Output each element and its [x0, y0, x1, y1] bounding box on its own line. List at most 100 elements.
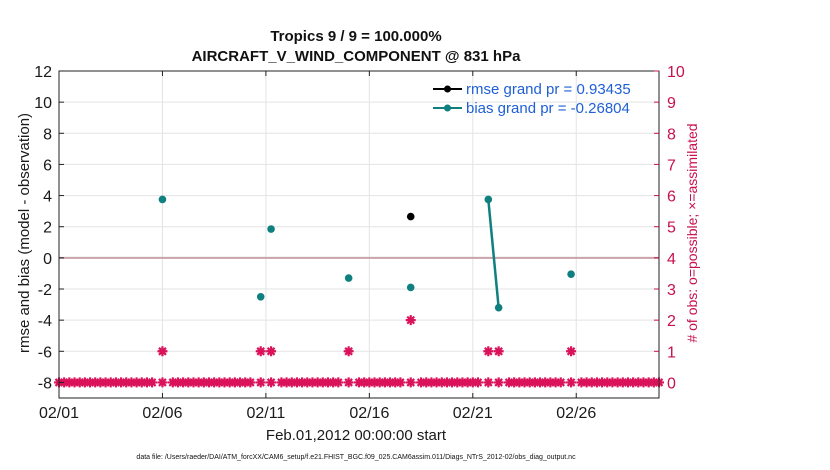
obs-zero-marker [141, 377, 152, 388]
obs-zero-marker [576, 377, 587, 388]
obs-zero-marker [188, 377, 199, 388]
obs-zero-marker [354, 377, 364, 388]
y2-tick-label: 4 [667, 251, 676, 268]
obs-zero-marker [535, 377, 546, 388]
y-axis-ticks: -8 -6 -4 -2 0 2 4 6 8 10 12 [34, 64, 64, 392]
obs-zero-marker [224, 377, 235, 388]
obs-zero-marker [255, 377, 266, 388]
obs-zero-marker [64, 377, 75, 388]
obs-zero-marker [307, 377, 318, 388]
obs-zero-marker [612, 377, 623, 388]
obs-zero-marker [648, 377, 659, 388]
obs-count-marker [343, 346, 354, 357]
obs-zero-marker [79, 377, 90, 388]
obs-zero-marker [276, 377, 287, 388]
obs-zero-marker [545, 377, 556, 388]
obs-zero-marker [317, 377, 328, 388]
legend-rmse-marker [444, 85, 451, 93]
obs-zero-marker [421, 377, 432, 388]
x-tick-label: 02/06 [142, 405, 182, 422]
obs-zero-marker [69, 377, 80, 388]
obs-zero-marker [514, 377, 525, 388]
obs-count-marker [493, 346, 504, 357]
obs-zero-marker [235, 377, 246, 388]
footnote: data file: /Users/raeder/DAI/ATM_forcXX/… [136, 454, 576, 461]
obs-zero-marker [178, 377, 189, 388]
obs-zero-marker [100, 377, 111, 388]
obs-zero-marker [214, 377, 225, 388]
obs-zero-marker [628, 377, 639, 388]
obs-zero-marker [110, 377, 121, 388]
obs-zero-marker [105, 377, 116, 388]
obs-zero-marker [550, 377, 561, 388]
y-tick-label: 10 [34, 95, 52, 112]
bias-point [158, 195, 167, 204]
obs-zero-marker [509, 377, 520, 388]
obs-zero-marker [322, 377, 333, 388]
obs-zero-marker [85, 377, 96, 388]
obs-zero-marker [291, 377, 302, 388]
x-tick-label: 02/11 [246, 405, 285, 422]
y-tick-label: -6 [38, 344, 52, 361]
y2-tick-label: 1 [667, 344, 676, 361]
obs-zero-marker [121, 377, 132, 388]
obs-zero-marker [519, 377, 530, 388]
bias-point [484, 195, 493, 204]
obs-zero-marker [131, 377, 142, 388]
y-tick-label: -8 [38, 375, 52, 392]
obs-zero-marker [504, 377, 514, 388]
obs-zero-marker [59, 377, 70, 388]
y-tick-label: 6 [43, 157, 52, 174]
obs-zero-marker [447, 377, 458, 388]
obs-zero-marker [467, 377, 478, 388]
obs-zero-marker [597, 377, 608, 388]
bias-connector-lines [487, 199, 500, 308]
obs-zero-marker [431, 377, 442, 388]
obs-count-markers [54, 315, 664, 388]
y2-tick-label: 9 [667, 95, 676, 112]
legend-bias-label: bias grand pr = -0.26804 [466, 100, 630, 117]
obs-zero-marker [95, 377, 106, 388]
obs-zero-marker [385, 377, 396, 388]
obs-zero-marker [364, 377, 375, 388]
obs-zero-marker [343, 377, 354, 388]
obs-zero-marker [219, 377, 230, 388]
obs-zero-marker [472, 377, 483, 388]
rmse-point [406, 212, 415, 221]
obs-count-marker [483, 346, 494, 357]
obs-zero-marker [591, 377, 602, 388]
y2-tick-label: 5 [667, 220, 676, 237]
obs-zero-marker [436, 377, 447, 388]
chart-subtitle: AIRCRAFT_V_WIND_COMPONENT @ 831 hPa [192, 48, 522, 65]
bias-point [406, 283, 415, 292]
x-tick-label: 02/26 [556, 405, 596, 422]
obs-count-marker [255, 346, 266, 357]
y-tick-label: 8 [43, 126, 52, 143]
y2-axis-ticks: 0 1 2 3 4 5 6 7 8 9 10 [654, 64, 685, 392]
obs-zero-marker [116, 377, 127, 388]
bias-connector [487, 199, 500, 308]
y2-tick-label: 6 [667, 189, 676, 206]
obs-zero-marker [441, 377, 452, 388]
obs-zero-marker [581, 377, 592, 388]
y-tick-label: -4 [38, 313, 52, 330]
bias-point [494, 303, 503, 312]
obs-zero-marker [209, 377, 220, 388]
y-tick-label: -2 [38, 282, 52, 299]
obs-zero-marker [555, 377, 566, 388]
obs-zero-marker [126, 377, 137, 388]
obs-zero-marker [297, 377, 308, 388]
y-tick-label: 2 [43, 220, 52, 237]
obs-zero-marker [328, 377, 339, 388]
obs-count-marker [566, 346, 577, 357]
obs-zero-marker [390, 377, 401, 388]
obs-zero-marker [524, 377, 535, 388]
obs-zero-marker [266, 377, 277, 388]
obs-zero-marker [493, 377, 504, 388]
bias-point [567, 270, 575, 279]
series-markers [158, 195, 575, 312]
obs-zero-marker [333, 377, 344, 388]
obs-zero-marker [607, 377, 618, 388]
obs-zero-marker [374, 377, 385, 388]
y2-axis-label: # of obs: o=possible; ×=assimilated [684, 123, 700, 342]
